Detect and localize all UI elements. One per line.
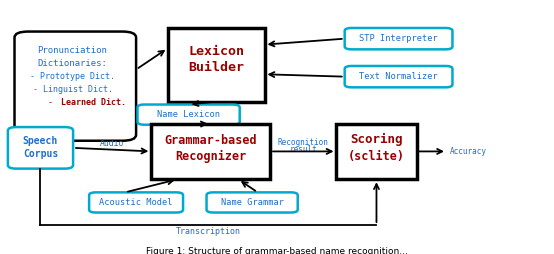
- Text: -: -: [48, 98, 53, 107]
- FancyBboxPatch shape: [137, 105, 240, 125]
- FancyBboxPatch shape: [14, 31, 136, 141]
- Text: Text Normalizer: Text Normalizer: [359, 72, 438, 81]
- FancyBboxPatch shape: [345, 28, 453, 49]
- Text: Name Grammar: Name Grammar: [220, 198, 284, 207]
- Text: (sclite): (sclite): [348, 150, 405, 163]
- Text: Acoustic Model: Acoustic Model: [99, 198, 173, 207]
- Text: STP Interpreter: STP Interpreter: [359, 34, 438, 43]
- Text: Accuracy: Accuracy: [450, 147, 487, 156]
- Text: - Linguist Dict.: - Linguist Dict.: [33, 85, 112, 94]
- Text: Recognition: Recognition: [278, 138, 329, 147]
- FancyBboxPatch shape: [336, 123, 417, 179]
- Text: Figure 1: Structure of grammar-based name recognition...: Figure 1: Structure of grammar-based nam…: [146, 247, 408, 254]
- Text: Builder: Builder: [188, 61, 244, 74]
- FancyBboxPatch shape: [8, 127, 73, 169]
- Text: Scoring: Scoring: [350, 133, 403, 146]
- Text: Pronunciation: Pronunciation: [38, 46, 107, 55]
- Text: Name Lexicon: Name Lexicon: [157, 110, 220, 119]
- Text: Recognizer: Recognizer: [175, 150, 247, 163]
- FancyBboxPatch shape: [345, 66, 453, 87]
- FancyBboxPatch shape: [168, 28, 265, 102]
- FancyBboxPatch shape: [207, 192, 297, 213]
- Text: Audio: Audio: [100, 139, 124, 148]
- FancyBboxPatch shape: [151, 123, 270, 179]
- Text: Corpus: Corpus: [23, 150, 58, 160]
- Text: Speech: Speech: [23, 136, 58, 146]
- Text: Dictionaries:: Dictionaries:: [38, 59, 107, 68]
- Text: result: result: [289, 145, 317, 153]
- Text: - Prototype Dict.: - Prototype Dict.: [30, 72, 115, 81]
- FancyBboxPatch shape: [89, 192, 183, 213]
- Text: Grammar-based: Grammar-based: [165, 134, 257, 147]
- Text: Transcription: Transcription: [176, 227, 241, 236]
- Text: Learned Dict.: Learned Dict.: [56, 98, 126, 107]
- Text: Lexicon: Lexicon: [188, 45, 244, 58]
